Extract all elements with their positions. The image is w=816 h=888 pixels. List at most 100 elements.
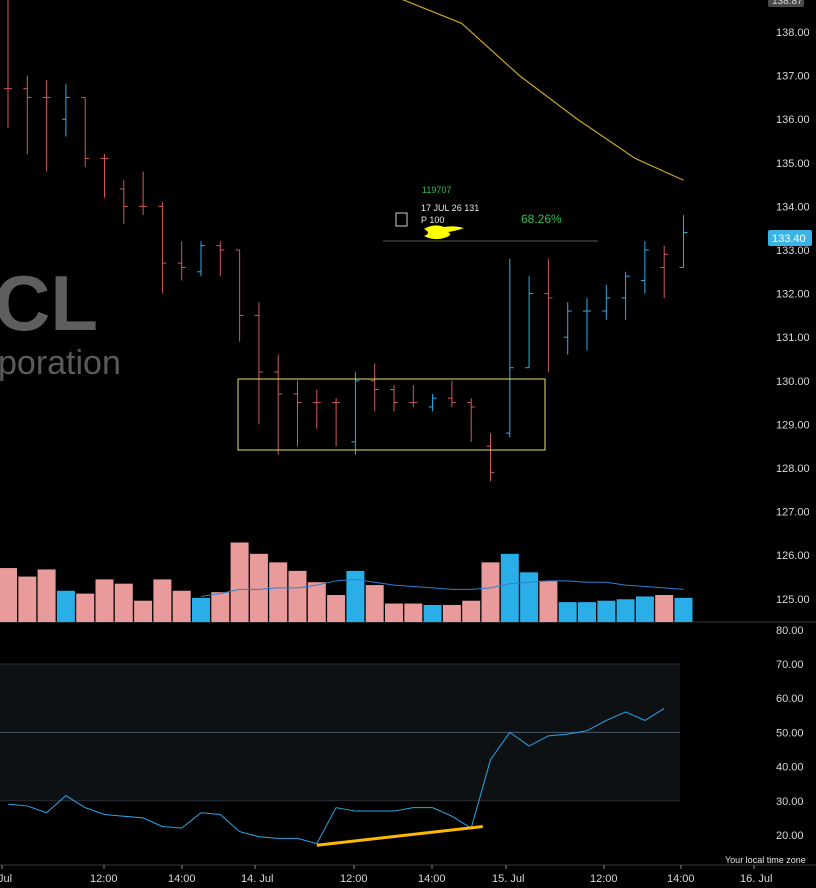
top-price-tag-label: 138.87	[772, 0, 803, 7]
volume-layer	[0, 542, 693, 622]
price-axis-tick: 129.00	[776, 419, 810, 431]
ohlc-bar	[312, 389, 321, 429]
top-price-tag: 138.87	[768, 0, 804, 7]
volume-bar	[95, 579, 114, 622]
ohlc-bar	[254, 302, 263, 425]
annotation-text-bottom: P 100	[421, 215, 444, 225]
ohlc-bar	[293, 380, 302, 447]
annotation-percent: 68.26%	[521, 212, 562, 226]
volume-bar	[616, 599, 635, 622]
ohlc-bar	[505, 258, 514, 438]
volume-bar	[404, 603, 423, 622]
rsi-axis-tick: 40.00	[776, 762, 804, 774]
watermark-name: poration	[0, 344, 121, 382]
volume-bar	[442, 604, 461, 622]
rsi-line	[7, 708, 665, 845]
last-price-tag: 133.40	[768, 230, 812, 246]
time-axis-tick: 15. Jul	[492, 873, 524, 885]
annotation-highlight-scribble	[424, 225, 464, 240]
volume-bar	[192, 597, 210, 622]
ohlc-bar	[544, 258, 553, 373]
annotation-checkbox	[395, 212, 408, 227]
timezone-note: Your local time zone	[725, 855, 806, 865]
volume-bar	[307, 582, 326, 622]
volume-bar	[288, 570, 307, 622]
ohlc-bar	[4, 0, 12, 128]
volume-bar	[558, 602, 577, 622]
rsi-pane: 80.00 70.00 60.00 50.00 40.00 30.00 20.00	[0, 625, 804, 847]
ohlc-bar	[177, 241, 186, 281]
ohlc-bar	[409, 385, 418, 407]
ohlc-bar	[583, 297, 591, 351]
last-price-tag-label: 133.40	[772, 233, 806, 245]
volume-bar	[249, 553, 268, 622]
ohlc-bar	[525, 276, 534, 369]
price-axis-tick: 133.00	[776, 245, 810, 257]
time-axis-tick: 16. Jul	[740, 873, 772, 885]
rsi-axis-tick: 60.00	[776, 693, 804, 705]
ohlc-bar	[467, 398, 476, 442]
ohlc-bar	[660, 245, 669, 298]
watermark-ticker: CL	[0, 259, 98, 347]
ohlc-bar	[274, 354, 283, 455]
volume-bar	[56, 590, 75, 622]
ohlc-layer	[4, 0, 688, 482]
volume-bar	[365, 585, 384, 622]
volume-bar	[539, 580, 558, 622]
volume-bar	[423, 604, 442, 622]
ohlc-bar	[61, 84, 70, 137]
volume-bar	[269, 562, 288, 622]
option-annotation: 119707 17 JUL 26 131 P 100 68.26%	[383, 185, 598, 242]
volume-bar	[327, 595, 346, 622]
volume-bar	[385, 603, 403, 622]
rsi-trendline	[316, 824, 483, 847]
volume-bar	[578, 602, 596, 622]
ohlc-bar	[158, 202, 167, 294]
ohlc-bar	[216, 241, 225, 277]
ohlc-bar	[119, 180, 128, 224]
ohlc-bar	[42, 79, 51, 172]
price-axis-tick: 128.00	[776, 463, 810, 475]
rsi-axis-tick: 30.00	[776, 796, 804, 808]
price-axis-tick: 135.00	[776, 158, 810, 170]
rsi-axis-tick: 80.00	[776, 625, 804, 637]
consolidation-box	[237, 378, 546, 451]
price-axis-tick: 130.00	[776, 376, 810, 388]
price-axis: 138.00 137.00 136.00 135.00 134.00 133.00 132.…	[768, 0, 812, 606]
ohlc-bar	[447, 380, 456, 407]
ohlc-bar	[139, 171, 148, 216]
time-axis-tick: 14:00	[168, 873, 196, 885]
time-axis-tick: 12:00	[590, 873, 618, 885]
price-axis-tick: 127.00	[776, 507, 810, 519]
time-axis: Jul 12:00 14:00 14. Jul 12:00 14:00 15. Jul 12:…	[0, 855, 806, 885]
time-axis-tick: 12:00	[90, 873, 118, 885]
volume-bar	[172, 590, 191, 622]
last-price-tag-bg	[768, 230, 812, 246]
price-axis-tick: 137.00	[776, 71, 810, 83]
price-axis-tick: 131.00	[776, 332, 810, 344]
ohlc-bar	[486, 433, 495, 482]
ohlc-bar	[23, 75, 32, 155]
time-axis-tick: 12:00	[340, 873, 368, 885]
ohlc-bar	[81, 96, 90, 168]
price-axis-tick: 136.00	[776, 114, 810, 126]
price-axis-tick: 138.00	[776, 27, 810, 39]
ohlc-bar	[235, 249, 244, 342]
rsi-axis-tick: 70.00	[776, 659, 804, 671]
volume-bar	[635, 596, 654, 622]
ohlc-bar	[332, 398, 341, 447]
volume-bar	[211, 592, 230, 622]
time-axis-tick: Jul	[0, 873, 12, 885]
price-axis-tick: 134.00	[776, 201, 810, 213]
rsi-axis-tick: 20.00	[776, 830, 804, 842]
volume-bar	[114, 583, 133, 622]
volume-bar	[500, 553, 519, 622]
moving-average-line	[401, 0, 684, 181]
annotation-text-top: 17 JUL 26 131	[421, 203, 479, 213]
ohlc-bar	[428, 393, 437, 412]
volume-bar	[76, 593, 95, 622]
top-price-tag-bg	[768, 0, 804, 7]
time-axis-tick: 14:00	[418, 873, 446, 885]
ohlc-bar	[602, 284, 611, 320]
